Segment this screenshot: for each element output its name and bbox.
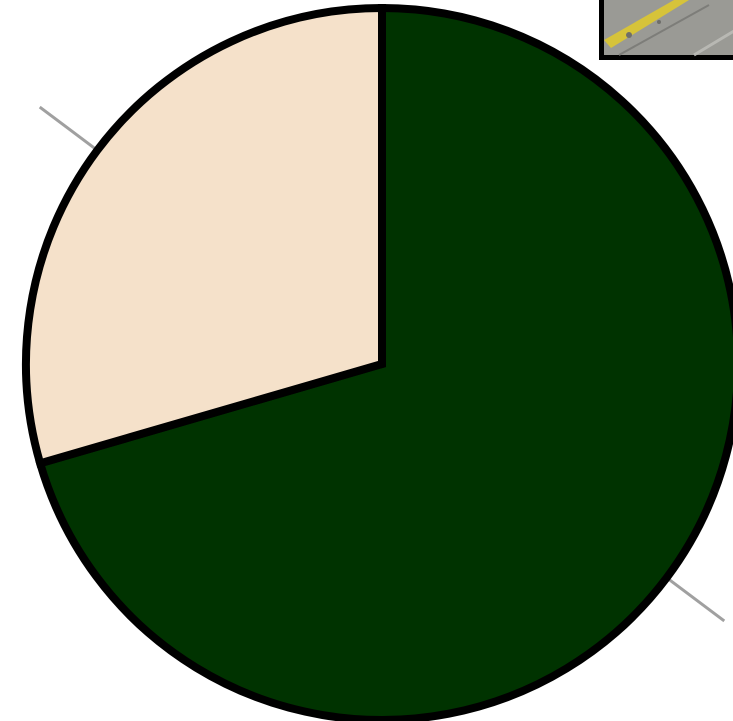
- leader-line-1: [662, 574, 726, 623]
- pie-slice-1: [35, 3, 733, 721]
- pie-slices: [22, 3, 733, 721]
- pie-slice-2: [22, 3, 386, 469]
- leader-lines: [38, 105, 726, 623]
- inset-photo: [599, 0, 733, 60]
- leader-line-2: [38, 105, 102, 154]
- road-photo-icon: [599, 0, 733, 60]
